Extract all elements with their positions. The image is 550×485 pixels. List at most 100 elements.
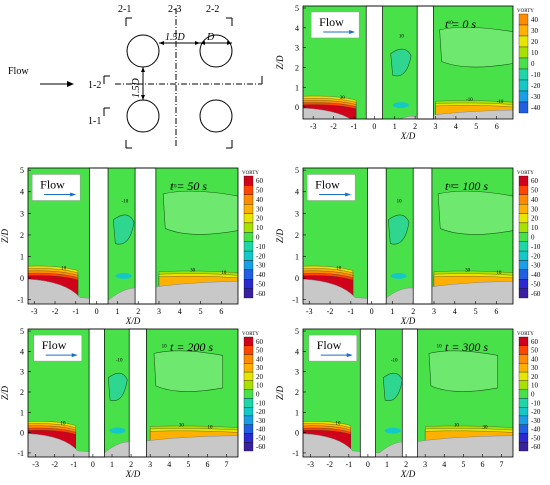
contour-value-label: 10 [60,421,66,426]
pier-lower-right [199,99,233,133]
contour-value-label: 10 [171,184,177,189]
colorbar-swatch [243,185,254,195]
contour-value-label: 10 [336,266,342,271]
colorbar-level-label: -20 [256,408,266,416]
pier-2 [401,328,418,458]
colorbar-swatch [518,194,529,205]
colorbar-swatch [518,363,529,373]
z-tick-label: 3 [295,368,299,377]
colorbar-level-label: -20 [256,252,266,260]
diameter-label: D [206,32,215,43]
colorbar-swatch [243,222,254,233]
colorbar-swatch [518,389,529,399]
contour-value-label: 30 [179,424,185,429]
z-tick-label: 4 [20,188,24,197]
x-tick-label: -3 [32,460,39,469]
section-label-2-3: 2-3 [168,4,181,15]
z-tick-label: 0 [295,103,299,112]
flow-arrow-head [349,29,356,34]
scour-bed-profile [303,278,513,304]
negative-vorticity-pocket [384,427,401,434]
z-tick-label: 4 [20,347,24,356]
colorbar-level-label: 0 [256,234,260,242]
colorbar-level-label: 60 [531,338,539,346]
contour-value-label: -10 [391,359,398,364]
time-label: t = 50 s [170,179,207,193]
colorbar-swatch [518,213,529,224]
x-tick-label: -3 [31,307,38,316]
colorbar-swatch [518,13,529,26]
colorbar-level-label: 30 [531,364,539,372]
colorbar-swatch [518,175,529,186]
contour-value-label: 30 [482,426,488,431]
flow-label: Flow [319,15,344,29]
x-tick-label: 4 [442,460,446,469]
flow-label-box [31,174,81,201]
colorbar-swatch [518,101,529,114]
z-tick-label: 1 [295,408,299,417]
colorbar-swatch [243,363,254,373]
colorbar-swatch [518,35,529,48]
x-tick-label: -3 [310,122,317,131]
colorbar-level-label: -60 [531,443,541,451]
x-tick-label: -2 [52,307,59,316]
plot-frame [27,167,239,305]
z-tick-label: 3 [295,44,299,53]
colorbar-level-label: 60 [531,177,539,185]
contour-value-label: 30 [465,269,471,274]
colorbar-swatch [518,185,529,195]
x-tick-label: -3 [306,307,313,316]
colorbar-level-label: 50 [256,347,264,355]
colorbar-level-label: 20 [531,215,539,223]
spacing-label-vertical: 1.5D [131,78,142,99]
z-axis-label: Z/D [0,386,10,401]
colorbar-swatch [243,336,254,346]
colorbar-level-label: -60 [531,290,541,298]
flow-label: Flow [315,177,340,191]
negative-vorticity-pocket [115,272,132,279]
wake-contour-region [439,26,513,68]
z-tick-label: 2 [20,231,24,240]
z-tick-label: 4 [295,24,299,33]
z-tick-label: 3 [20,368,24,377]
contour-value-label: 10 [399,35,405,40]
colorbar-level-label: 10 [256,224,264,232]
z-tick-label: 5 [295,4,299,13]
z-tick-label: 0 [20,274,24,283]
contour-value-label: 10 [61,266,67,271]
colorbar-level-label: 40 [531,16,539,24]
negative-vorticity-pocket [390,272,407,279]
x-tick-label: -1 [70,460,77,469]
wake-contour-region [153,350,224,392]
colorbar-swatch [518,371,529,381]
z-axis-label: Z/D [275,55,285,70]
colorbar-swatch [243,371,254,381]
x-tick-label: 7 [500,460,504,469]
colorbar-level-label: -10 [531,243,541,251]
pier-2 [416,5,434,120]
colorbar-level-label: 50 [531,347,539,355]
inter-pier-vortex-region [107,372,128,401]
x-tick-label: 0 [95,307,99,316]
colorbar-swatch [243,433,254,443]
colorbar-level-label: 30 [531,205,539,213]
pier-2 [134,167,157,305]
colorbar-swatch [518,79,529,92]
colorbar-level-label: -50 [531,280,541,288]
x-tick-label: 4 [453,307,457,316]
x-tick-label: 5 [461,460,465,469]
contour-value-label: 30 [340,96,346,101]
colorbar-swatch [243,442,254,452]
colorbar-swatch [518,269,529,280]
spacing-label-horizontal: 1.5D [165,32,186,43]
colorbar-swatch [518,380,529,390]
colorbar-title: VORTY [517,332,534,337]
colorbar-swatch [243,415,254,425]
colorbar-swatch [518,260,529,270]
colorbar-swatch [243,380,254,390]
colorbar-level-label: 20 [256,215,264,223]
colorbar-level-label: -40 [531,426,541,434]
negative-vorticity-pocket [392,102,409,109]
inter-pier-vortex-region [387,214,410,245]
